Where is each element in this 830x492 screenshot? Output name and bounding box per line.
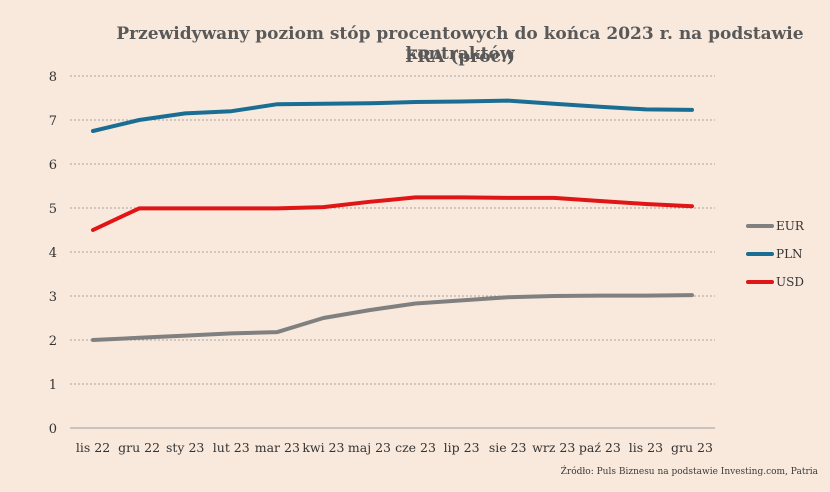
- x-tick-label: paź 23: [579, 440, 621, 455]
- x-tick-label: wrz 23: [532, 440, 575, 455]
- x-tick-label: cze 23: [395, 440, 436, 455]
- x-tick-label: lut 23: [213, 440, 250, 455]
- series-line-eur: [91, 293, 694, 342]
- series-line-usd: [91, 195, 694, 232]
- x-tick-label: gru 23: [671, 440, 713, 455]
- x-tick-label: gru 22: [118, 440, 160, 455]
- x-tick-label: kwi 23: [302, 440, 344, 455]
- x-tick-label: sie 23: [489, 440, 527, 455]
- x-tick-label: sty 23: [166, 440, 204, 455]
- legend-label-eur: EUR: [776, 219, 805, 233]
- x-tick-label: maj 23: [348, 440, 391, 455]
- y-tick-label: 6: [49, 158, 57, 173]
- legend: EUR PLN USD: [746, 219, 805, 289]
- x-tick-label: lis 22: [76, 440, 110, 455]
- y-tick-label: 0: [49, 422, 57, 437]
- legend-label-pln: PLN: [776, 247, 803, 261]
- y-tick-label: 7: [49, 114, 57, 129]
- series-line-pln: [91, 98, 694, 133]
- series-lines: [91, 98, 694, 342]
- legend-label-usd: USD: [776, 275, 804, 289]
- y-axis-ticks: 0 1 2 3 4 5 6 7 8: [49, 70, 57, 437]
- chart-title-line-2: FRA (proc.): [405, 47, 515, 67]
- x-tick-label: mar 23: [255, 440, 300, 455]
- y-tick-label: 4: [49, 246, 57, 261]
- y-tick-label: 8: [49, 70, 57, 85]
- x-tick-label: lis 23: [629, 440, 663, 455]
- grid-lines: [70, 75, 715, 429]
- x-axis-ticks: lis 22 gru 22 sty 23 lut 23 mar 23 kwi 23 maj …: [76, 440, 713, 455]
- y-tick-label: 3: [49, 290, 57, 305]
- source-note: Źródło: Puls Biznesu na podstawie Invest…: [560, 467, 818, 477]
- chart-title-line-1: Przewidywany poziom stóp procentowych do…: [116, 24, 804, 64]
- x-tick-label: lip 23: [444, 440, 480, 455]
- y-tick-label: 2: [49, 334, 57, 349]
- y-tick-label: 5: [49, 202, 57, 217]
- y-tick-label: 1: [49, 378, 57, 393]
